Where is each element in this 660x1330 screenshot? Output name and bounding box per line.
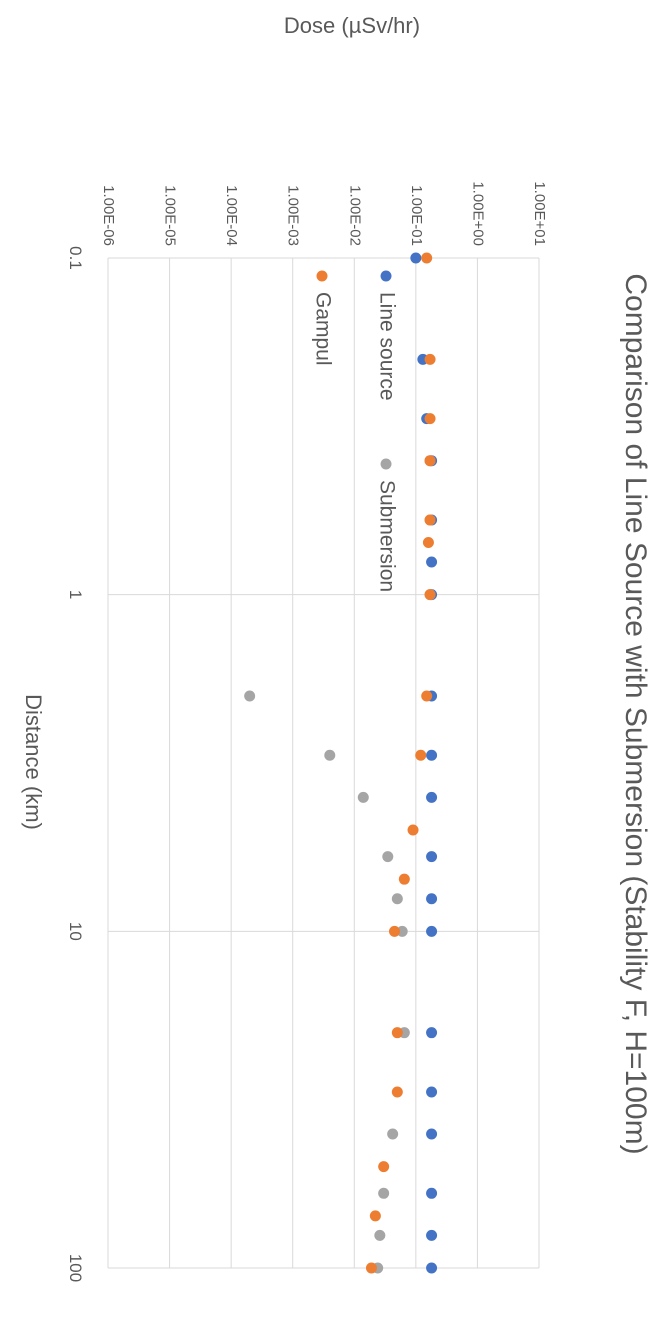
data-point [426,556,438,568]
data-point [422,537,434,549]
y-tick-label: 1.00E+00 [469,181,486,246]
legend-label: Gampul [311,292,334,366]
series-gampul [365,252,436,1274]
x-tick-label: 10 [66,922,85,941]
data-point [426,791,438,803]
y-axis-title: Dose (µSv/hr) [284,13,420,38]
data-point [382,851,394,863]
data-point [369,1210,381,1222]
y-tick-label: 1.00E+01 [531,181,548,246]
data-point [426,893,438,905]
data-point [387,1128,399,1140]
data-point [424,353,436,365]
legend-label: Line source [375,292,398,401]
series-line-source [410,252,438,1274]
legend: Line source Submersion Gampul [311,270,398,592]
y-tick-label: 1.00E-05 [162,185,179,246]
y-tick-label: 1.00E-06 [100,185,117,246]
data-point [357,791,369,803]
x-tick-label: 100 [66,1254,85,1282]
data-point [421,252,433,264]
data-point [426,1262,438,1274]
data-point [415,749,427,761]
data-point [389,925,401,937]
data-point [244,690,256,702]
chart-title: Comparison of Line Source with Submersio… [619,273,652,1154]
legend-item: Submersion [375,458,398,592]
data-point [426,1027,438,1039]
data-point [374,1229,386,1241]
data-point [378,1161,390,1173]
data-point [424,514,436,526]
x-tick-label: 1 [66,590,85,599]
data-point [426,1229,438,1241]
data-point [426,749,438,761]
data-point [426,925,438,937]
tick-labels: 1.00E-06 1.00E-05 1.00E-04 1.00E-03 1.00E-02… [66,181,548,1282]
data-point [398,873,410,885]
legend-item: Gampul [311,270,334,366]
data-point [426,1187,438,1199]
legend-marker [380,458,392,470]
grid [107,257,540,1269]
data-point [424,455,436,467]
legend-marker [316,270,328,282]
data-point [424,413,436,425]
data-point [426,1086,438,1098]
data-point [365,1262,377,1274]
data-point [424,589,436,601]
data-point [391,893,403,905]
data-point [421,690,433,702]
data-point [426,1128,438,1140]
data-point [391,1027,403,1039]
x-axis-title: Distance (km) [21,694,46,830]
series-submersion [244,455,436,1274]
data-point [407,824,419,836]
legend-item: Line source [375,270,398,401]
data-point [378,1187,390,1199]
y-tick-label: 1.00E-04 [223,185,240,246]
data-point [396,925,408,937]
y-tick-label: 1.00E-03 [285,185,302,246]
data-point [426,851,438,863]
legend-marker [380,270,392,282]
legend-label: Submersion [375,480,398,592]
data-point [410,252,422,264]
x-tick-label: 0.1 [66,246,85,270]
data-point [324,749,336,761]
y-tick-label: 1.00E-02 [346,185,363,246]
y-tick-label: 1.00E-01 [408,185,425,246]
data-point [391,1086,403,1098]
data-points [244,252,438,1274]
